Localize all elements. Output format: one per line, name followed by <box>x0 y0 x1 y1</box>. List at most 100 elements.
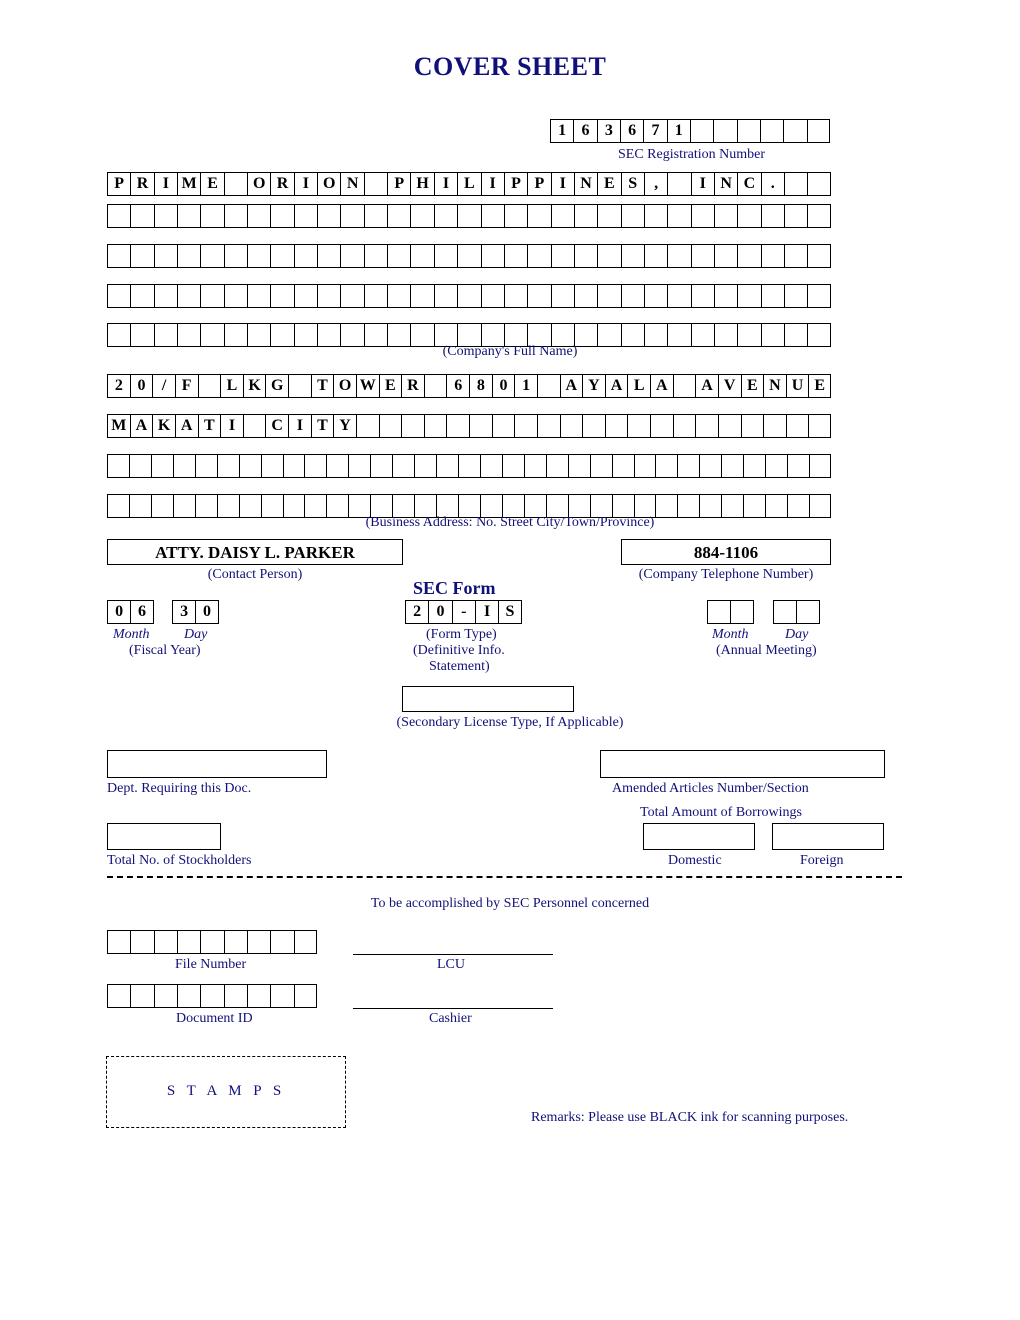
stockholders-label: Total No. of Stockholders <box>107 853 251 869</box>
char-cell <box>392 454 414 478</box>
char-cell <box>364 284 387 308</box>
annual-month-label: Month <box>712 627 749 643</box>
char-cell <box>177 984 200 1008</box>
char-cell <box>424 374 447 398</box>
char-cell <box>721 454 743 478</box>
char-cell <box>714 244 737 268</box>
char-cell <box>784 284 807 308</box>
cover-sheet-page: COVER SHEET 163671 SEC Registration Numb… <box>0 0 1020 1320</box>
sec-form-heading: SEC Form <box>413 578 496 599</box>
char-cell <box>786 414 809 438</box>
char-cell <box>107 204 130 228</box>
fiscal-year-label: (Fiscal Year) <box>129 643 201 659</box>
char-cell: I <box>154 172 177 196</box>
fiscal-day-label: Day <box>184 627 207 643</box>
char-cell <box>200 244 223 268</box>
char-cell: - <box>452 600 475 624</box>
char-cell: E <box>379 374 402 398</box>
char-cell <box>294 284 317 308</box>
char-cell: 2 <box>107 374 130 398</box>
char-cell <box>590 454 612 478</box>
char-cell <box>107 284 130 308</box>
char-cell <box>691 284 714 308</box>
char-cell <box>761 204 784 228</box>
char-cell: O <box>247 172 270 196</box>
char-cell: F <box>175 374 198 398</box>
char-cell <box>809 454 831 478</box>
char-cell <box>247 284 270 308</box>
char-cell <box>787 454 809 478</box>
cashier-line <box>353 1008 553 1009</box>
company-name-label: (Company's Full Name) <box>0 344 1020 360</box>
char-cell: I <box>481 172 504 196</box>
char-cell <box>130 984 153 1008</box>
char-cell: A <box>650 374 673 398</box>
char-cell <box>247 244 270 268</box>
char-cell <box>807 244 830 268</box>
secondary-license-label: (Secondary License Type, If Applicable) <box>0 715 1020 731</box>
char-cell <box>130 930 153 954</box>
char-cell <box>304 454 326 478</box>
char-cell <box>713 119 736 143</box>
address-row: MAKATICITY <box>107 414 831 438</box>
char-cell <box>195 454 217 478</box>
char-cell: I <box>475 600 498 624</box>
char-cell <box>154 204 177 228</box>
char-cell <box>424 414 447 438</box>
char-cell <box>737 284 760 308</box>
char-cell <box>239 454 261 478</box>
char-cell <box>597 284 620 308</box>
char-cell <box>574 284 597 308</box>
char-cell: 0 <box>130 374 153 398</box>
char-cell <box>621 244 644 268</box>
char-cell: L <box>627 374 650 398</box>
char-cell <box>807 172 830 196</box>
char-cell <box>560 414 583 438</box>
char-cell <box>283 454 305 478</box>
char-cell: 2 <box>405 600 428 624</box>
cashier-label: Cashier <box>429 1011 472 1027</box>
char-cell <box>492 414 515 438</box>
char-cell <box>261 454 283 478</box>
char-cell <box>695 414 718 438</box>
dept-requiring-box <box>107 750 327 778</box>
char-cell: H <box>410 172 433 196</box>
form-type-label: (Form Type) <box>426 627 497 643</box>
char-cell <box>574 204 597 228</box>
char-cell <box>107 454 129 478</box>
char-cell <box>294 984 317 1008</box>
sec-form-boxes: 20-IS <box>405 600 522 624</box>
contact-person-label: (Contact Person) <box>107 567 403 583</box>
char-cell <box>387 204 410 228</box>
char-cell <box>667 244 690 268</box>
char-cell: M <box>107 414 130 438</box>
char-cell <box>177 244 200 268</box>
company-name-row <box>107 204 831 228</box>
char-cell <box>414 454 436 478</box>
char-cell <box>200 204 223 228</box>
char-cell <box>387 244 410 268</box>
char-cell <box>743 454 765 478</box>
char-cell: 0 <box>492 374 515 398</box>
char-cell <box>644 284 667 308</box>
char-cell: R <box>270 172 293 196</box>
document-id-boxes <box>107 984 317 1008</box>
char-cell: A <box>560 374 583 398</box>
char-cell: 3 <box>597 119 620 143</box>
lcu-label: LCU <box>437 957 465 973</box>
char-cell <box>673 374 696 398</box>
char-cell <box>537 414 560 438</box>
domestic-label: Domestic <box>668 853 722 869</box>
char-cell <box>773 600 796 624</box>
char-cell <box>718 414 741 438</box>
char-cell: N <box>340 172 363 196</box>
char-cell <box>741 414 764 438</box>
char-cell <box>761 244 784 268</box>
char-cell: C <box>737 172 760 196</box>
char-cell: G <box>265 374 288 398</box>
fiscal-day-boxes: 30 <box>172 600 219 624</box>
fiscal-month-boxes: 06 <box>107 600 154 624</box>
borrowings-label: Total Amount of Borrowings <box>640 805 802 821</box>
char-cell: U <box>786 374 809 398</box>
char-cell: 0 <box>195 600 218 624</box>
